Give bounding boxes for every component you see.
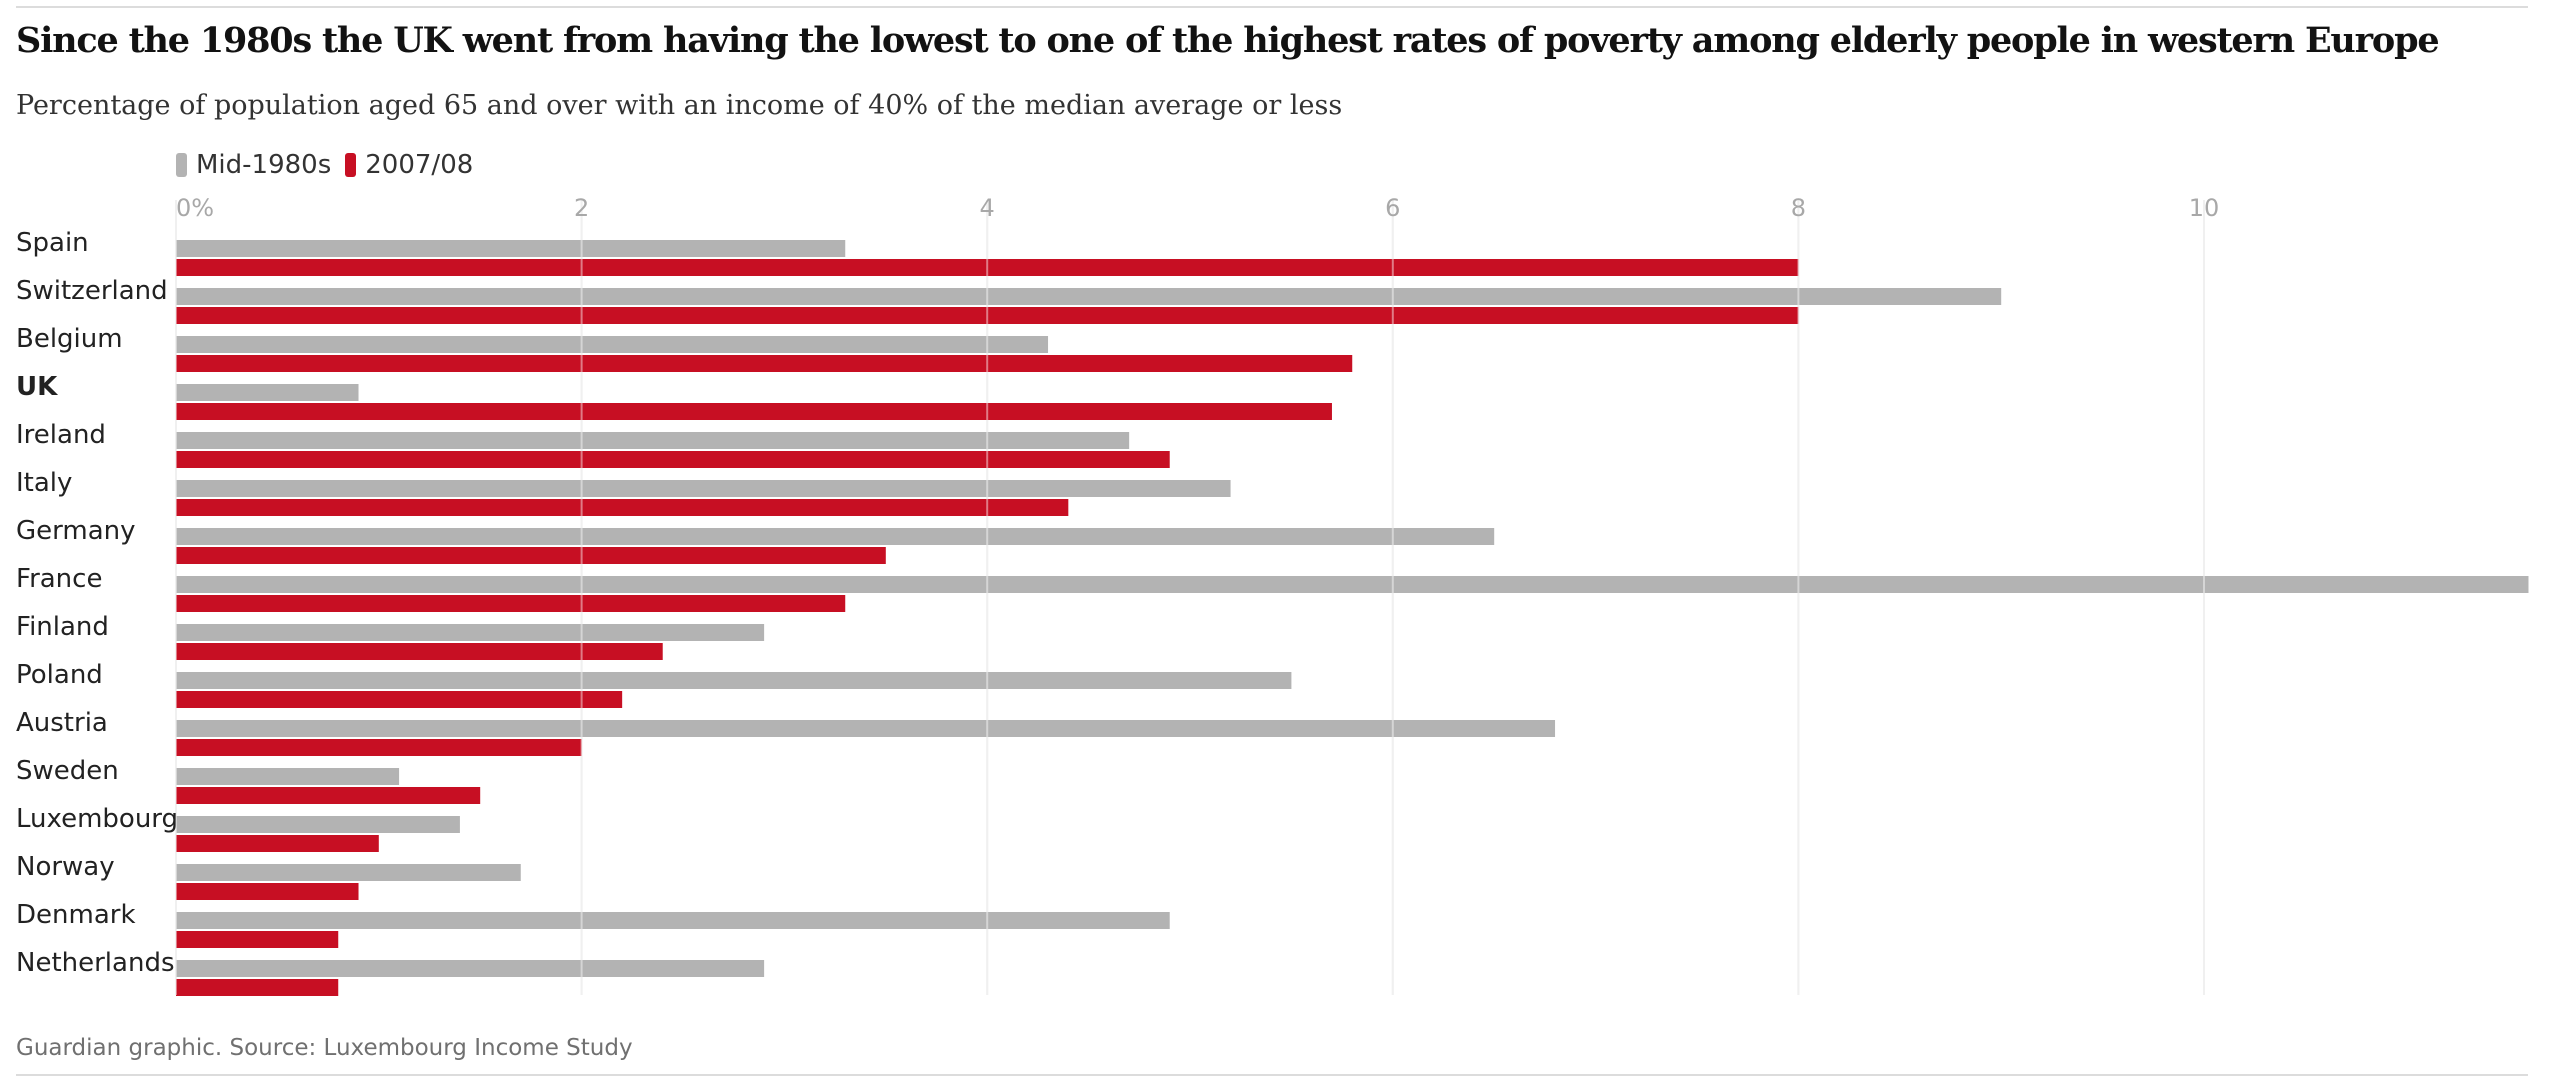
bar-netherlands-2007-08 [176,979,339,996]
gridlines [175,200,2205,995]
category-label-sweden: Sweden [16,756,119,786]
tick-label-6: 6 [1385,194,1400,222]
bar-switzerland-mid-1980s [176,288,2002,305]
category-label-netherlands: Netherlands [16,948,175,978]
category-label-poland: Poland [16,660,103,690]
legend-label-mid-1980s: Mid-1980s [196,150,332,180]
bar-uk-mid-1980s [176,384,359,401]
legend-item-2007-08: 2007/08 [345,150,473,180]
category-label-spain: Spain [16,228,89,258]
legend-label-2007-08: 2007/08 [365,150,474,180]
bar-austria-mid-1980s [176,720,1556,737]
category-label-denmark: Denmark [16,900,136,930]
bar-spain-mid-1980s [176,240,846,257]
tick-label-8: 8 [1791,194,1806,222]
category-label-germany: Germany [16,516,136,546]
bar-germany-mid-1980s [176,528,1495,545]
bar-spain-2007-08 [176,259,1799,276]
legend-swatch-mid-1980s [176,153,187,177]
bar-denmark-mid-1980s [176,912,1170,929]
category-label-norway: Norway [16,852,115,882]
category-label-france: France [16,564,102,594]
chart-title: Since the 1980s the UK went from having … [16,20,2440,61]
bar-poland-mid-1980s [176,672,1292,689]
bar-finland-2007-08 [176,643,663,660]
bar-uk-2007-08 [176,403,1332,420]
bar-sweden-2007-08 [176,787,481,804]
bar-netherlands-mid-1980s [176,960,765,977]
bar-france-2007-08 [176,595,846,612]
bar-belgium-mid-1980s [176,336,1049,353]
category-label-ireland: Ireland [16,420,106,450]
category-label-finland: Finland [16,612,109,642]
labels: 0% 2 4 6 8 10 Spain Switzerland Belgium UK Ireland… [16,194,2219,978]
tick-label-4: 4 [980,194,995,222]
tick-label-10: 10 [2189,194,2220,222]
bar-denmark-2007-08 [176,931,339,948]
legend: Mid-1980s 2007/08 [176,150,487,180]
category-label-italy: Italy [16,468,72,498]
footer-rule [16,1074,2528,1076]
bar-germany-2007-08 [176,547,886,564]
tick-label-0: 0% [176,194,214,222]
bars [176,240,2529,996]
bar-ireland-mid-1980s [176,432,1130,449]
bar-austria-2007-08 [176,739,582,756]
bar-luxembourg-mid-1980s [176,816,460,833]
bar-norway-mid-1980s [176,864,521,881]
category-label-uk: UK [16,372,58,402]
legend-item-mid-1980s: Mid-1980s [176,150,331,180]
bar-sweden-mid-1980s [176,768,400,785]
category-label-luxembourg: Luxembourg [16,804,178,834]
gridlines-overlay [175,200,2205,995]
category-label-switzerland: Switzerland [16,276,168,306]
bar-france-mid-1980s [176,576,2529,593]
tick-label-2: 2 [574,194,589,222]
bar-luxembourg-2007-08 [176,835,379,852]
legend-swatch-2007-08 [345,153,357,177]
top-rule [16,6,2528,8]
chart-subtitle: Percentage of population aged 65 and ove… [16,90,1343,121]
bar-italy-mid-1980s [176,480,1231,497]
source-note: Guardian graphic. Source: Luxembourg Inc… [16,1035,633,1061]
bar-chart: 0% 2 4 6 8 10 Spain Switzerland Belgium UK Ireland… [16,194,2529,996]
category-label-belgium: Belgium [16,324,123,354]
bar-italy-2007-08 [176,499,1069,516]
bar-poland-2007-08 [176,691,623,708]
bar-finland-mid-1980s [176,624,765,641]
category-label-austria: Austria [16,708,108,738]
bar-ireland-2007-08 [176,451,1170,468]
bar-belgium-2007-08 [176,355,1353,372]
bar-switzerland-2007-08 [176,307,1799,324]
bar-norway-2007-08 [176,883,359,900]
